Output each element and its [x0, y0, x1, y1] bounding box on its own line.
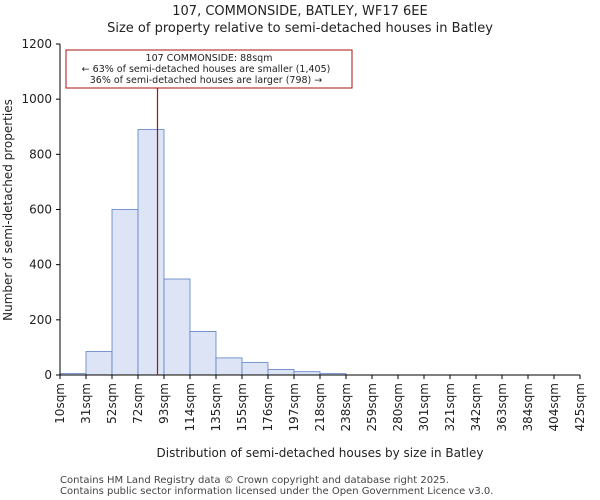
y-axis-label: Number of semi-detached properties — [1, 99, 15, 321]
histogram-bar — [85, 351, 113, 376]
x-tick-label: 321sqm — [443, 383, 457, 431]
x-tick-label: 176sqm — [261, 383, 275, 431]
histogram-bar — [267, 369, 295, 376]
x-tick-label: 363sqm — [495, 383, 509, 431]
x-tick-label: 52sqm — [105, 383, 119, 424]
x-tick-label: 72sqm — [131, 383, 145, 424]
x-tick-label: 10sqm — [53, 383, 67, 424]
annotation-line-3: 36% of semi-detached houses are larger (… — [90, 75, 323, 86]
y-tick-label: 1000 — [21, 92, 52, 106]
x-tick-label: 301sqm — [417, 383, 431, 431]
x-tick-label: 197sqm — [287, 383, 301, 431]
chart-title-line1: 107, COMMONSIDE, BATLEY, WF17 6EE — [172, 4, 427, 19]
chart-title-line2: Size of property relative to semi-detach… — [107, 21, 493, 36]
x-ticks: 10sqm 31sqm 52sqm 72sqm 93sqm 114sqm 135sqm 155… — [53, 375, 587, 431]
x-tick-label: 259sqm — [365, 383, 379, 431]
y-tick-label: 200 — [29, 313, 52, 327]
y-tick-label: 800 — [29, 147, 52, 161]
x-tick-label: 93sqm — [157, 383, 171, 424]
y-ticks: 0 200 400 600 800 1000 1200 — [21, 37, 60, 382]
annotation-box — [65, 49, 353, 89]
y-tick-label: 1200 — [21, 37, 52, 51]
annotation-line-2: ← 63% of semi-detached houses are smalle… — [82, 64, 331, 75]
histogram-bar — [137, 129, 165, 376]
y-tick-label: 400 — [29, 258, 52, 272]
x-axis-label: Distribution of semi-detached houses by … — [157, 446, 484, 460]
histogram-bar — [111, 209, 139, 376]
x-tick-label: 155sqm — [235, 383, 249, 431]
x-tick-label: 384sqm — [521, 383, 535, 431]
x-tick-label: 114sqm — [183, 383, 197, 431]
y-tick-label: 0 — [44, 368, 52, 382]
x-tick-label: 404sqm — [547, 383, 561, 431]
histogram-bar — [189, 331, 217, 376]
x-tick-label: 31sqm — [79, 383, 93, 424]
histogram-bar — [163, 278, 191, 376]
histogram-bar — [241, 362, 269, 376]
x-tick-label: 135sqm — [209, 383, 223, 431]
annotation-line-1: 107 COMMONSIDE: 88sqm — [146, 53, 273, 64]
footer-line-1: Contains HM Land Registry data © Crown c… — [60, 475, 449, 486]
histogram-bar — [215, 357, 243, 376]
x-tick-label: 342sqm — [469, 383, 483, 431]
footer-line-2: Contains public sector information licen… — [60, 486, 493, 497]
bars — [59, 129, 347, 376]
x-tick-label: 280sqm — [391, 383, 405, 431]
x-tick-label: 238sqm — [339, 383, 353, 431]
y-tick-label: 600 — [29, 203, 52, 217]
x-tick-label: 425sqm — [573, 383, 587, 431]
x-tick-label: 218sqm — [313, 383, 327, 431]
